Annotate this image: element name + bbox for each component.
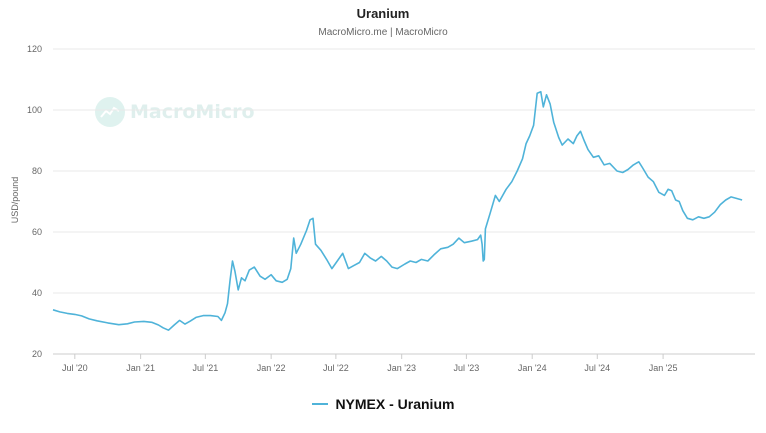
chart-trend-icon xyxy=(95,97,125,127)
x-tick-label: Jul '24 xyxy=(584,363,610,373)
x-tick-label: Jan '24 xyxy=(518,363,547,373)
y-axis: 20 40 60 80 100 120 xyxy=(27,44,42,359)
legend-label: NYMEX - Uranium xyxy=(335,396,455,412)
x-tick-label: Jul '23 xyxy=(454,363,480,373)
grid xyxy=(53,48,755,355)
y-tick-label: 60 xyxy=(32,227,42,237)
x-tick-label: Jul '21 xyxy=(192,363,218,373)
x-tick-label: Jan '22 xyxy=(257,363,286,373)
legend-swatch xyxy=(311,403,328,406)
watermark: MacroMicro xyxy=(95,97,255,127)
x-axis: Jul '20 Jan '21 Jul '21 Jan '22 Jul '22 Jan '… xyxy=(53,353,755,373)
x-tick-label: Jul '22 xyxy=(323,363,349,373)
legend[interactable]: NYMEX - Uranium xyxy=(0,396,766,412)
x-tick-label: Jul '20 xyxy=(62,363,88,373)
y-tick-label: 80 xyxy=(32,166,42,176)
y-tick-label: 120 xyxy=(27,44,42,54)
x-tick-label: Jan '21 xyxy=(126,363,155,373)
y-tick-label: 100 xyxy=(27,105,42,115)
y-tick-label: 40 xyxy=(32,288,42,298)
x-tick-label: Jan '23 xyxy=(387,363,416,373)
y-axis-label: USD/pound xyxy=(10,177,20,224)
y-tick-label: 20 xyxy=(32,349,42,359)
x-tick-label: Jan '25 xyxy=(649,363,678,373)
series-line-nymex-uranium xyxy=(52,90,743,331)
chart-title: Uranium xyxy=(356,6,410,21)
chart-subtitle: MacroMicro.me | MacroMicro xyxy=(318,27,448,38)
watermark-text: MacroMicro xyxy=(130,101,255,123)
